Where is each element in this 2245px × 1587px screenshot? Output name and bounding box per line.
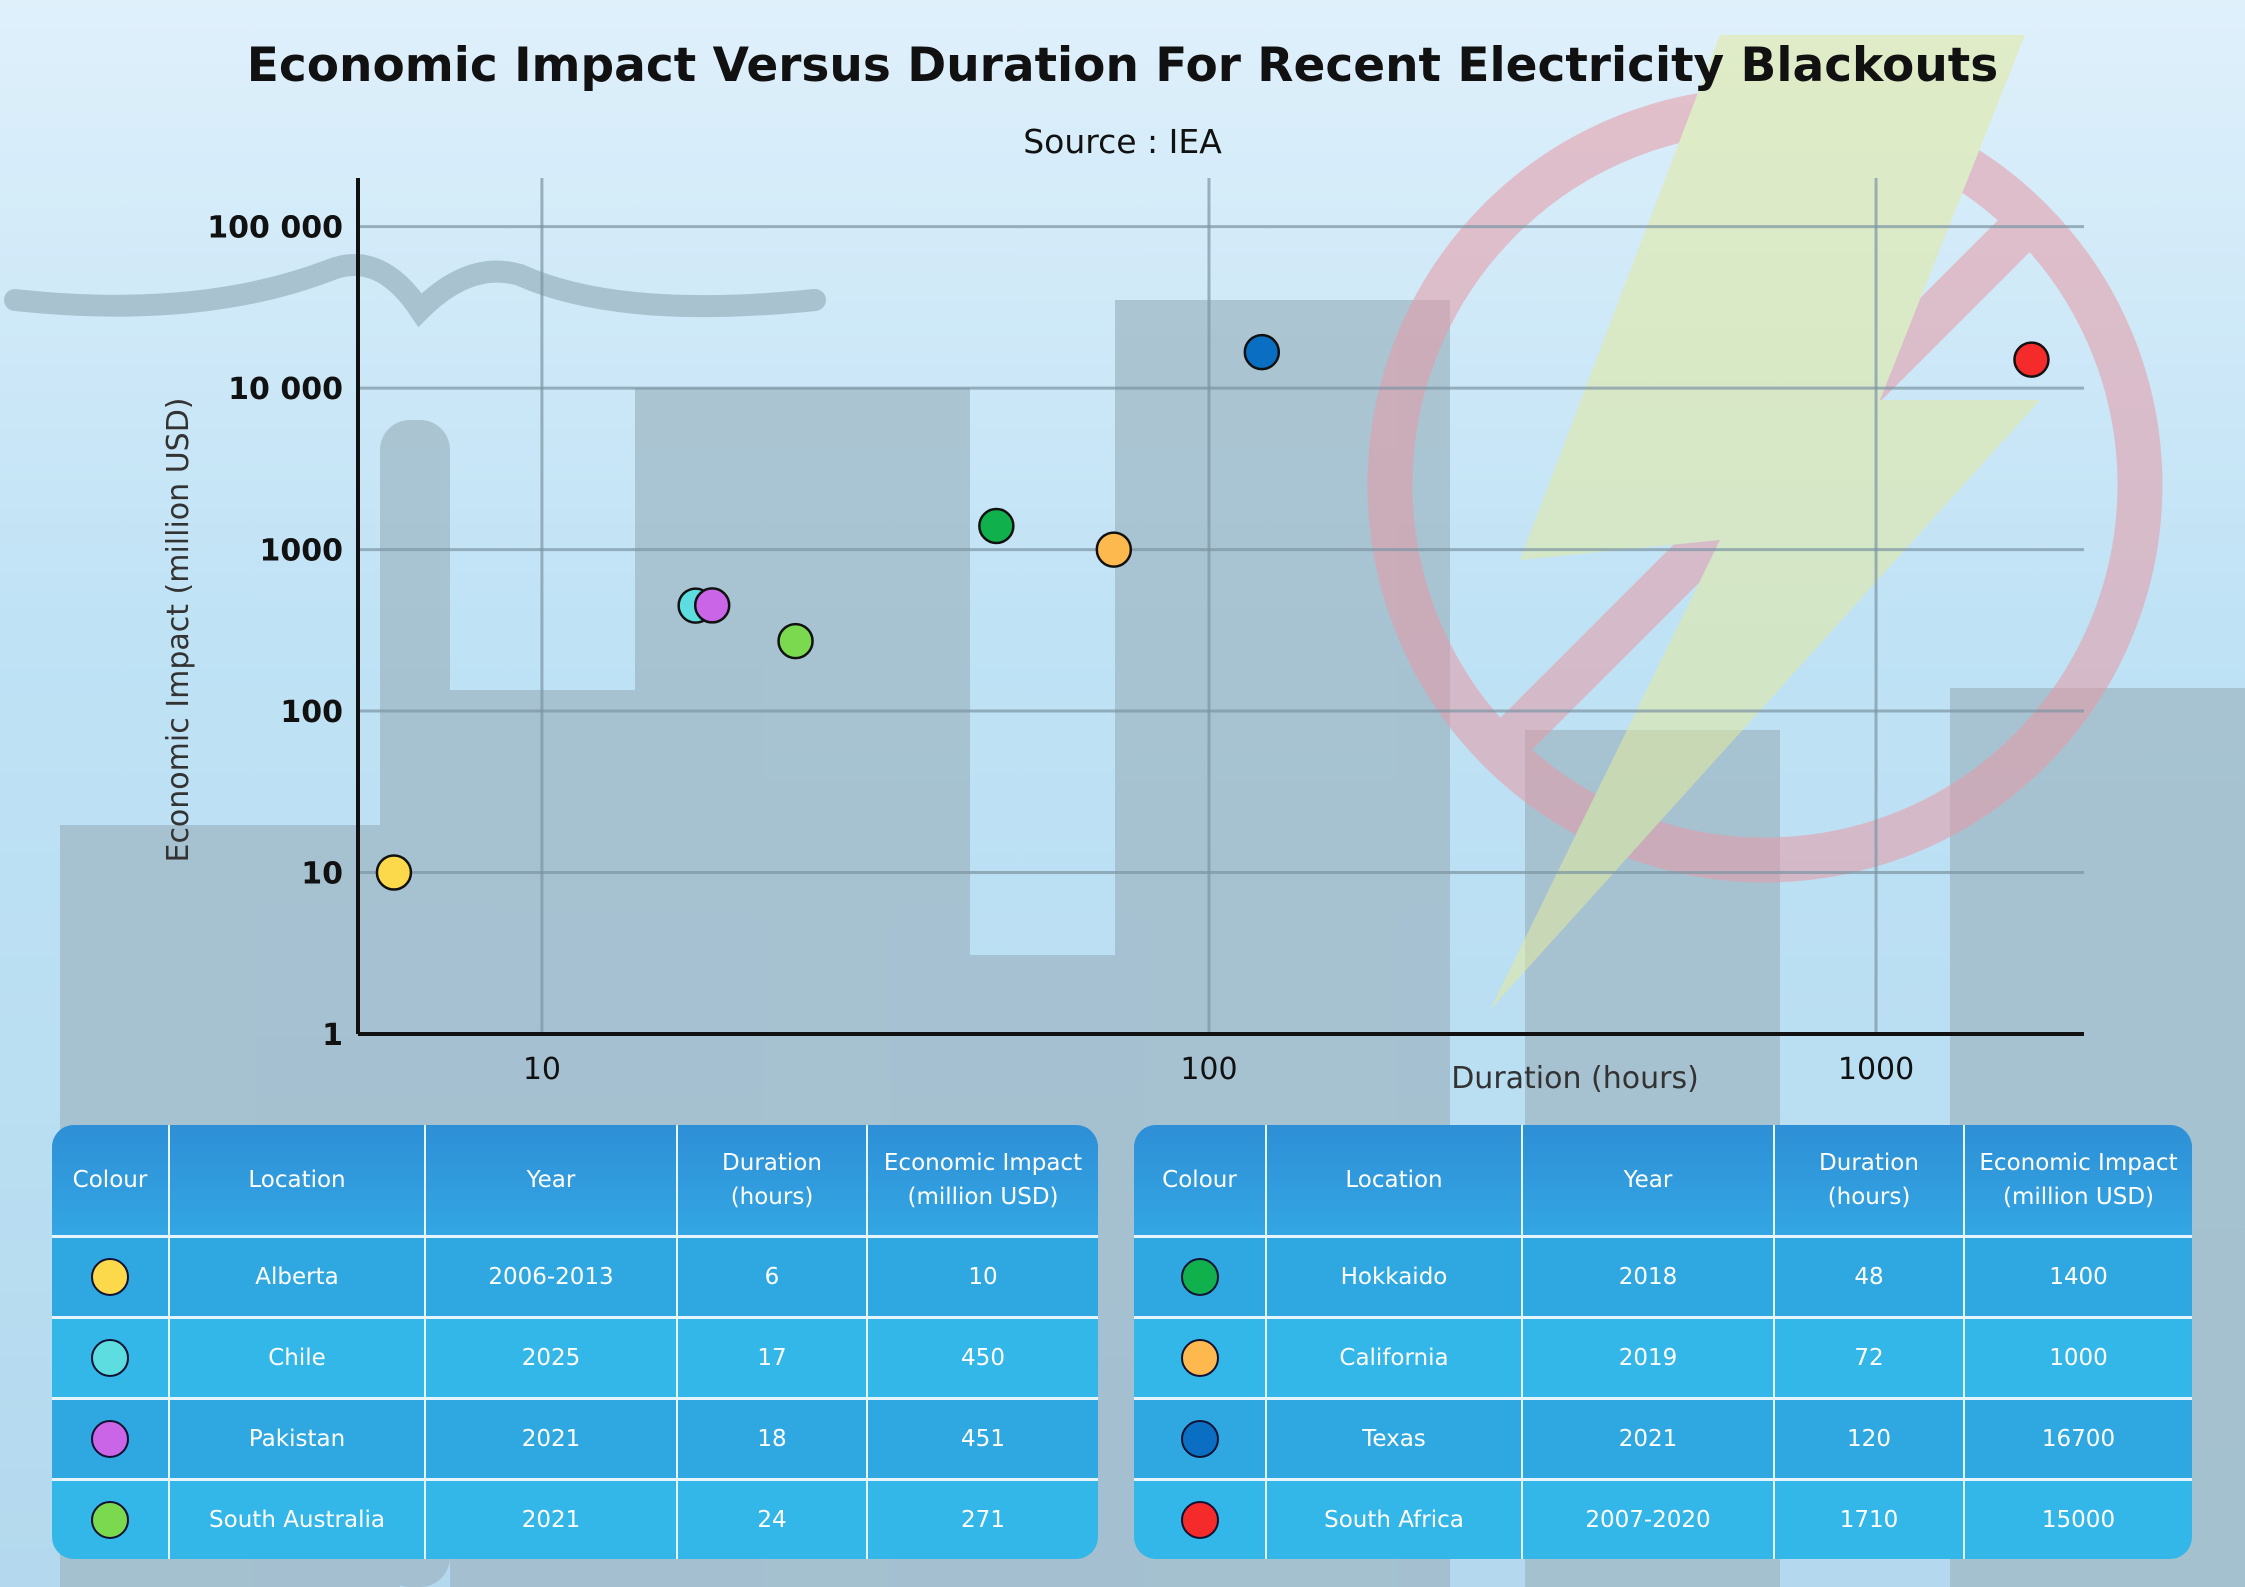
year-cell: 2018 — [1522, 1235, 1775, 1318]
header-duration: Duration (hours) — [1774, 1125, 1965, 1237]
year-cell: 2021 — [425, 1478, 678, 1559]
table-row: South Africa 2007-2020 1710 15000 — [1134, 1478, 2192, 1559]
street-lamp-icon — [4, 254, 826, 328]
header-colour: Colour — [52, 1125, 170, 1237]
location-cell: South Australia — [169, 1478, 426, 1559]
no-power-sign-icon — [1367, 35, 2163, 1010]
color-dot-icon — [1180, 1501, 1219, 1539]
data-point-south-africa — [2013, 341, 2050, 378]
chart-title: Economic Impact Versus Duration For Rece… — [246, 38, 1999, 93]
table-row: South Australia 2021 24 271 — [52, 1478, 1098, 1559]
data-point-california — [1095, 531, 1133, 568]
location-cell: Pakistan — [169, 1397, 426, 1480]
colour-swatch — [52, 1316, 170, 1399]
impact-cell: 271 — [867, 1478, 1098, 1559]
x-tick-label: 10 — [523, 1052, 561, 1087]
table-row: California 2019 72 1000 — [1134, 1316, 2192, 1399]
table-row: Texas 2021 120 16700 — [1134, 1397, 2192, 1480]
location-cell: South Africa — [1266, 1478, 1523, 1559]
year-cell: 2006-2013 — [425, 1235, 678, 1318]
color-dot-icon — [1180, 1339, 1219, 1377]
header-duration: Duration (hours) — [677, 1125, 868, 1237]
year-cell: 2025 — [425, 1316, 678, 1399]
location-cell: California — [1266, 1316, 1523, 1399]
header-year: Year — [1522, 1125, 1775, 1237]
duration-cell: 18 — [677, 1397, 868, 1480]
data-point-texas — [1243, 333, 1281, 371]
year-cell: 2019 — [1522, 1316, 1775, 1399]
y-tick-label: 10 000 — [228, 372, 343, 407]
header-impact: Economic Impact (million USD) — [867, 1125, 1098, 1237]
header-location: Location — [169, 1125, 426, 1237]
colour-swatch — [1134, 1478, 1267, 1559]
color-dot-icon — [1180, 1420, 1219, 1458]
data-point-alberta — [375, 854, 413, 891]
data-point-south-australia — [777, 622, 814, 660]
year-cell: 2007-2020 — [1522, 1478, 1775, 1559]
impact-cell: 1000 — [1964, 1316, 2192, 1399]
impact-cell: 450 — [867, 1316, 1098, 1399]
y-tick-label: 10 — [301, 857, 343, 892]
y-tick-label: 100 000 — [207, 211, 343, 246]
header-year: Year — [425, 1125, 678, 1237]
duration-cell: 6 — [677, 1235, 868, 1318]
color-dot-icon — [91, 1420, 129, 1458]
duration-cell: 1710 — [1774, 1478, 1965, 1559]
location-cell: Hokkaido — [1266, 1235, 1523, 1318]
duration-cell: 48 — [1774, 1235, 1965, 1318]
colour-swatch — [1134, 1235, 1267, 1318]
color-dot-icon — [91, 1501, 129, 1539]
data-point-pakistan — [693, 587, 731, 624]
table-row: Alberta 2006-2013 6 10 — [52, 1235, 1098, 1318]
y-tick-label: 1 — [322, 1018, 343, 1053]
location-cell: Chile — [169, 1316, 426, 1399]
impact-cell: 16700 — [1964, 1397, 2192, 1480]
table-row: Pakistan 2021 18 451 — [52, 1397, 1098, 1480]
year-cell: 2021 — [425, 1397, 678, 1480]
y-tick-label: 100 — [280, 695, 343, 730]
table-row: Chile 2025 17 450 — [52, 1316, 1098, 1399]
impact-cell: 1400 — [1964, 1235, 2192, 1318]
colour-swatch — [1134, 1316, 1267, 1399]
colour-swatch — [1134, 1397, 1267, 1480]
header-impact: Economic Impact (million USD) — [1964, 1125, 2192, 1237]
impact-cell: 10 — [867, 1235, 1098, 1318]
location-cell: Texas — [1266, 1397, 1523, 1480]
year-cell: 2021 — [1522, 1397, 1775, 1480]
table-row: Hokkaido 2018 48 1400 — [1134, 1235, 2192, 1318]
colour-swatch — [52, 1478, 170, 1559]
chart-subtitle: Source : IEA — [1023, 122, 1222, 161]
duration-cell: 24 — [677, 1478, 868, 1559]
color-dot-icon — [91, 1258, 129, 1296]
y-tick-label: 1000 — [260, 534, 344, 569]
duration-cell: 120 — [1774, 1397, 1965, 1480]
x-tick-label: 1000 — [1838, 1052, 1914, 1087]
data-table-left: Colour Location Year Duration (hours) Ec… — [52, 1125, 1098, 1559]
impact-cell: 451 — [867, 1397, 1098, 1480]
color-dot-icon — [91, 1339, 129, 1377]
duration-cell: 17 — [677, 1316, 868, 1399]
location-cell: Alberta — [169, 1235, 426, 1318]
impact-cell: 15000 — [1964, 1478, 2192, 1559]
header-colour: Colour — [1134, 1125, 1267, 1237]
x-tick-label: 100 — [1180, 1052, 1237, 1087]
colour-swatch — [52, 1235, 170, 1318]
color-dot-icon — [1180, 1258, 1219, 1296]
data-point-hokkaido — [978, 507, 1015, 545]
duration-cell: 72 — [1774, 1316, 1965, 1399]
y-axis-label: Economic Impact (million USD) — [161, 397, 196, 862]
data-table-right: Colour Location Year Duration (hours) Ec… — [1134, 1125, 2192, 1559]
colour-swatch — [52, 1397, 170, 1480]
header-location: Location — [1266, 1125, 1523, 1237]
x-axis-label: Duration (hours) — [1451, 1061, 1699, 1096]
